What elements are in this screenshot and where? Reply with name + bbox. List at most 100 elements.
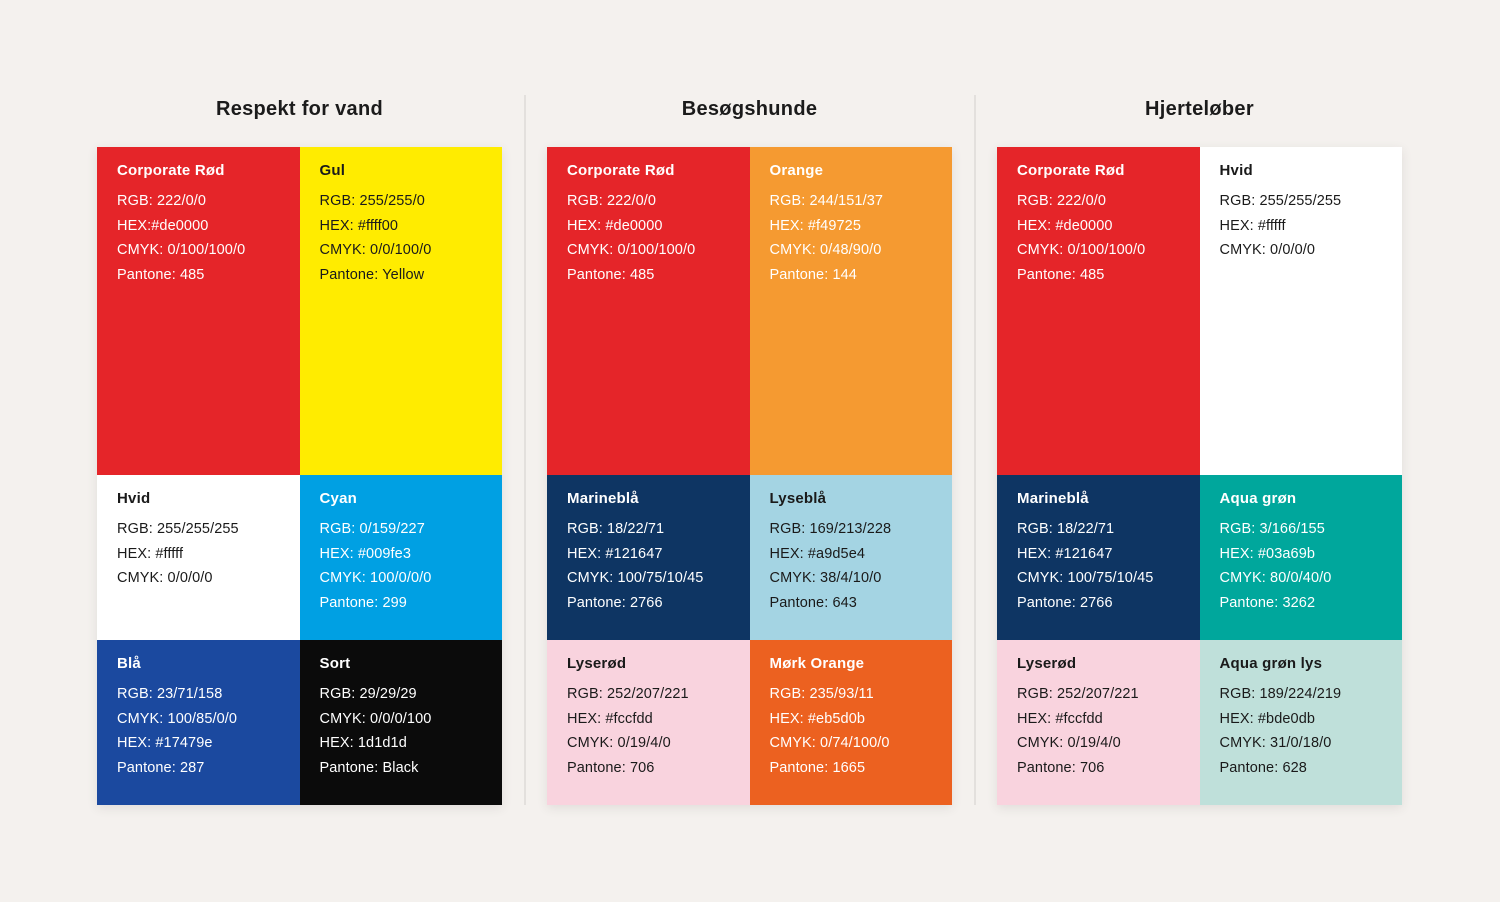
swatch-specs: RGB: 222/0/0 HEX:#de0000 CMYK: 0/100/100… <box>117 189 280 287</box>
swatch-name: Blå <box>117 655 141 672</box>
swatch-spec-line: CMYK: 0/0/100/0 <box>319 242 432 258</box>
swatch-sort: Sort RGB: 29/29/29 CMYK: 0/0/0/100 HEX: … <box>299 640 502 805</box>
section-divider <box>524 95 526 805</box>
swatch-spec-line: RGB: 3/166/155 <box>1219 521 1325 537</box>
swatch-spec-line: Pantone: 299 <box>319 594 407 611</box>
palette-section-respekt-for-vand: Respekt for vand Corporate Rød RGB: 222/… <box>97 90 502 805</box>
swatch-spec-line: CMYK: 0/19/4/0 <box>567 735 671 751</box>
swatch-spec-line: HEX: #f49725 <box>769 217 861 234</box>
swatch-spec-line: RGB: 252/207/221 <box>567 686 689 702</box>
swatch-spec-line: CMYK: 0/74/100/0 <box>769 735 890 751</box>
swatch-spec-line: HEX: #a9d5e4 <box>769 545 866 562</box>
swatch-specs: RGB: 189/224/219 HEX: #bde0db CMYK: 31/0… <box>1220 682 1383 780</box>
swatch-spec-line: RGB: 189/224/219 <box>1219 686 1342 702</box>
swatch-spec-line: CMYK: 0/100/100/0 <box>567 242 696 258</box>
swatch-hvid: Hvid RGB: 255/255/255 HEX: #fffff CMYK: … <box>97 475 300 640</box>
swatch-specs: RGB: 255/255/255 HEX: #fffff CMYK: 0/0/0… <box>1220 189 1383 263</box>
swatch-spec-line: CMYK: 0/100/100/0 <box>1017 242 1146 258</box>
swatch-name: Aqua grøn lys <box>1219 655 1323 672</box>
swatch-grid: Corporate Rød RGB: 222/0/0 HEX: #de0000 … <box>997 147 1402 805</box>
swatch-spec-line: HEX: #de0000 <box>1017 217 1113 234</box>
swatch-spec-line: Pantone: 1665 <box>769 759 866 776</box>
swatch-spec-line: CMYK: 100/0/0/0 <box>319 570 432 586</box>
swatch-name: Marineblå <box>1017 490 1089 507</box>
swatch-spec-line: HEX: #de0000 <box>567 217 663 234</box>
swatch-name: Mørk Orange <box>769 655 865 672</box>
swatch-spec-line: RGB: 255/255/0 <box>319 193 425 209</box>
swatch-spec-line: RGB: 222/0/0 <box>567 193 657 209</box>
swatch-spec-line: CMYK: 100/75/10/45 <box>567 570 704 586</box>
swatch-spec-line: CMYK: 38/4/10/0 <box>769 570 882 586</box>
swatch-spec-line: Pantone: 2766 <box>1017 594 1113 611</box>
swatch-spec-line: CMYK: 0/0/0/0 <box>1219 242 1316 258</box>
swatch-spec-line: Pantone: 144 <box>769 266 857 283</box>
swatch-name: Hvid <box>1219 162 1253 179</box>
swatch-name: Marineblå <box>567 490 639 507</box>
swatch-spec-line: RGB: 29/29/29 <box>319 686 417 702</box>
swatch-name: Lyserød <box>1017 655 1077 672</box>
swatch-spec-line: HEX: #121647 <box>1017 545 1113 562</box>
swatch-lyserod: Lyserød RGB: 252/207/221 HEX: #fccfdd CM… <box>997 640 1200 805</box>
swatch-name: Aqua grøn <box>1219 490 1297 507</box>
swatch-specs: RGB: 23/71/158 CMYK: 100/85/0/0 HEX: #17… <box>117 682 280 780</box>
swatch-spec-line: HEX: #eb5d0b <box>769 710 866 727</box>
swatch-aqua-gron-lys: Aqua grøn lys RGB: 189/224/219 HEX: #bde… <box>1199 640 1402 805</box>
swatch-spec-line: Pantone: 643 <box>769 594 857 611</box>
swatch-spec-line: Pantone: 485 <box>567 266 655 283</box>
swatch-specs: RGB: 255/255/255 HEX: #fffff CMYK: 0/0/0… <box>117 517 280 591</box>
swatch-name: Lyserød <box>567 655 627 672</box>
swatch-spec-line: CMYK: 31/0/18/0 <box>1219 735 1332 751</box>
swatch-spec-line: RGB: 169/213/228 <box>769 521 892 537</box>
swatch-spec-line: Pantone: 287 <box>117 759 205 776</box>
swatch-name: Cyan <box>319 490 357 507</box>
swatch-corporate-rod: Corporate Rød RGB: 222/0/0 HEX: #de0000 … <box>997 147 1200 475</box>
swatch-name: Orange <box>769 162 824 179</box>
swatch-spec-line: HEX: 1d1d1d <box>319 735 407 751</box>
swatch-spec-line: HEX: #fffff <box>1219 217 1286 234</box>
swatch-specs: RGB: 244/151/37 HEX: #f49725 CMYK: 0/48/… <box>770 189 933 287</box>
swatch-orange: Orange RGB: 244/151/37 HEX: #f49725 CMYK… <box>749 147 952 475</box>
swatch-spec-line: CMYK: 100/85/0/0 <box>117 710 238 727</box>
swatch-spec-line: RGB: 255/255/255 <box>117 521 239 537</box>
swatch-specs: RGB: 169/213/228 HEX: #a9d5e4 CMYK: 38/4… <box>770 517 933 615</box>
swatch-spec-line: HEX: #009fe3 <box>319 545 411 562</box>
swatch-spec-line: HEX: #03a69b <box>1219 545 1316 562</box>
swatch-specs: RGB: 3/166/155 HEX: #03a69b CMYK: 80/0/4… <box>1220 517 1383 615</box>
swatch-aqua-gron: Aqua grøn RGB: 3/166/155 HEX: #03a69b CM… <box>1199 475 1402 640</box>
swatch-specs: RGB: 18/22/71 HEX: #121647 CMYK: 100/75/… <box>567 517 730 615</box>
swatch-specs: RGB: 222/0/0 HEX: #de0000 CMYK: 0/100/10… <box>567 189 730 287</box>
swatch-corporate-rod: Corporate Rød RGB: 222/0/0 HEX: #de0000 … <box>547 147 750 475</box>
swatch-spec-line: CMYK: 80/0/40/0 <box>1219 570 1332 586</box>
swatch-spec-line: Pantone: 485 <box>1017 266 1105 283</box>
swatch-spec-line: RGB: 255/255/255 <box>1219 193 1342 209</box>
swatch-spec-line: RGB: 18/22/71 <box>1017 521 1115 537</box>
swatch-name: Gul <box>319 162 346 179</box>
swatch-lyseblaa: Lyseblå RGB: 169/213/228 HEX: #a9d5e4 CM… <box>749 475 952 640</box>
swatch-name: Lyseblå <box>769 490 827 507</box>
swatch-specs: RGB: 252/207/221 HEX: #fccfdd CMYK: 0/19… <box>1017 682 1180 780</box>
swatch-marineblaa: Marineblå RGB: 18/22/71 HEX: #121647 CMY… <box>547 475 750 640</box>
swatch-specs: RGB: 29/29/29 CMYK: 0/0/0/100 HEX: 1d1d1… <box>320 682 483 780</box>
swatch-name: Corporate Rød <box>1017 162 1125 179</box>
swatch-spec-line: CMYK: 0/0/0/100 <box>319 710 432 727</box>
swatch-spec-line: RGB: 18/22/71 <box>567 521 665 537</box>
swatch-corporate-rod: Corporate Rød RGB: 222/0/0 HEX:#de0000 C… <box>97 147 300 475</box>
swatch-spec-line: Pantone: 3262 <box>1219 594 1316 611</box>
swatch-spec-line: RGB: 252/207/221 <box>1017 686 1139 702</box>
swatch-spec-line: HEX:#de0000 <box>117 217 209 234</box>
swatch-name: Corporate Rød <box>117 162 225 179</box>
swatch-hvid: Hvid RGB: 255/255/255 HEX: #fffff CMYK: … <box>1199 147 1402 475</box>
swatch-spec-line: CMYK: 0/48/90/0 <box>769 242 882 258</box>
swatch-specs: RGB: 252/207/221 HEX: #fccfdd CMYK: 0/19… <box>567 682 730 780</box>
swatch-spec-line: CMYK: 0/100/100/0 <box>117 242 246 258</box>
swatch-spec-line: HEX: #fccfdd <box>1017 710 1103 727</box>
swatch-name: Corporate Rød <box>567 162 675 179</box>
swatch-spec-line: Pantone: Black <box>319 759 419 776</box>
section-divider <box>974 95 976 805</box>
swatch-specs: RGB: 235/93/11 HEX: #eb5d0b CMYK: 0/74/1… <box>770 682 933 780</box>
swatch-spec-line: RGB: 235/93/11 <box>769 686 874 702</box>
swatch-gul: Gul RGB: 255/255/0 HEX: #ffff00 CMYK: 0/… <box>299 147 502 475</box>
palette-section-hjertelober: Hjerteløber Corporate Rød RGB: 222/0/0 H… <box>997 90 1402 805</box>
swatch-spec-line: RGB: 23/71/158 <box>117 686 223 702</box>
